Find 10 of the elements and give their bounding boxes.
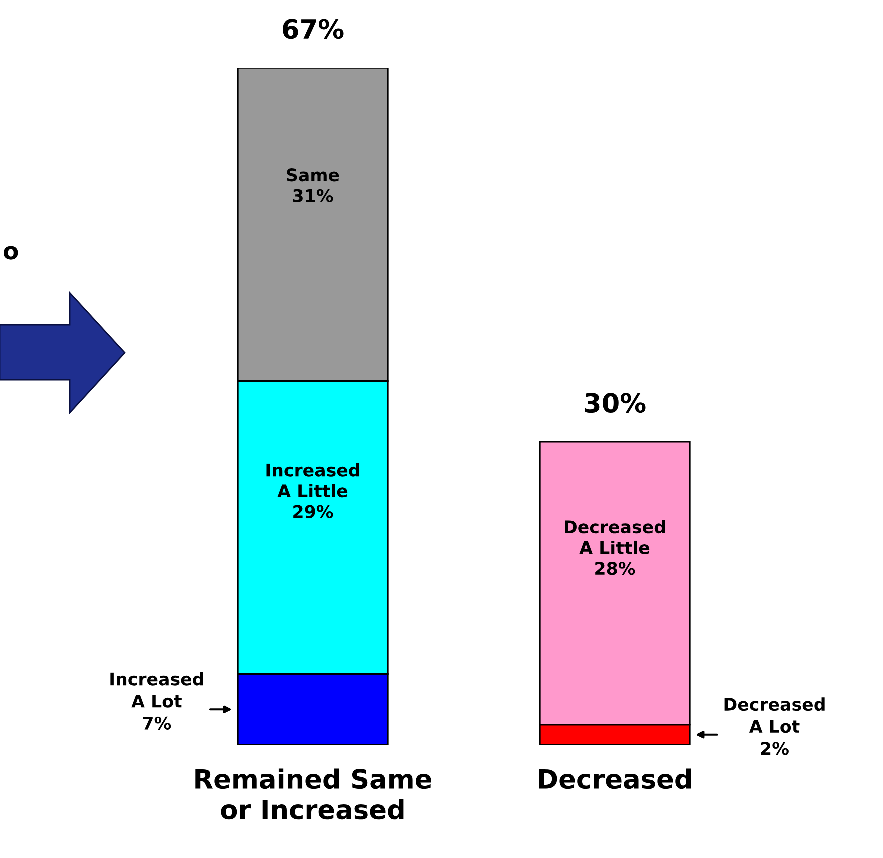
total-label: 67% [283, 19, 344, 40]
data-label: Decreased A Lot 2% [724, 698, 825, 756]
data-label: Same 31% [287, 168, 340, 202]
data-label: Decreased A Little 28% [565, 520, 666, 576]
x-tick-label: Decreased [539, 768, 692, 790]
total-label: 30% [585, 393, 646, 414]
data-label: Increased A Lot 7% [110, 672, 204, 730]
x-tick-label: Remained Same or Increased [196, 768, 432, 820]
data-label: Increased A Little 29% [266, 463, 360, 518]
text: o [4, 246, 18, 260]
